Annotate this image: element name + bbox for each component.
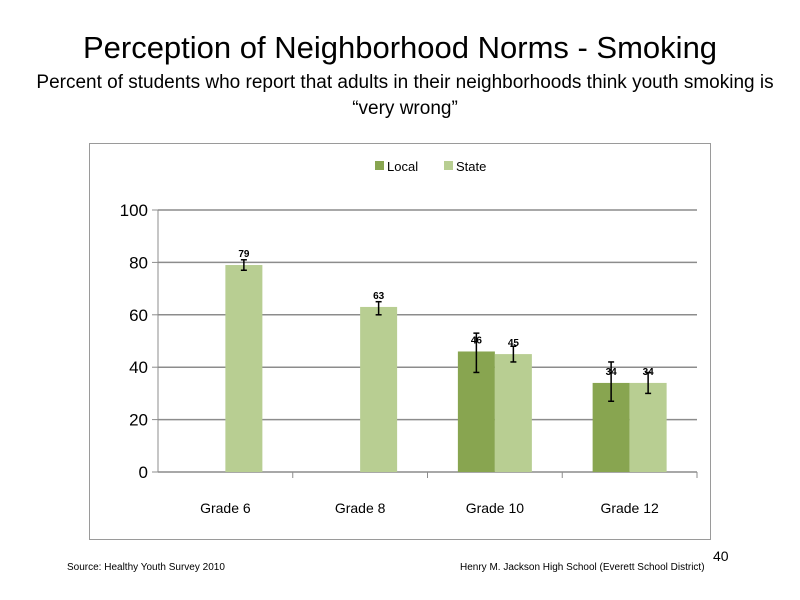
source-note: Source: Healthy Youth Survey 2010 <box>67 562 225 573</box>
legend-swatch-state <box>444 161 453 170</box>
legend-label-local: Local <box>387 159 418 174</box>
legend-label-state: State <box>456 159 486 174</box>
data-label: 45 <box>508 338 520 349</box>
y-tick-label: 80 <box>129 253 148 272</box>
legend-swatch-local <box>375 161 384 170</box>
bar-state <box>225 265 263 472</box>
school-note: Henry M. Jackson High School (Everett Sc… <box>460 562 705 573</box>
data-label: 34 <box>606 367 618 378</box>
x-tick-label: Grade 10 <box>466 500 525 516</box>
x-tick-label: Grade 8 <box>335 500 386 516</box>
page-number: 40 <box>713 548 729 564</box>
y-tick-label: 60 <box>129 306 148 325</box>
chart-frame <box>89 143 711 540</box>
bar-state <box>360 306 398 472</box>
y-tick-label: 20 <box>129 411 148 430</box>
data-label: 79 <box>238 249 250 260</box>
slide-title: Perception of Neighborhood Norms - Smoki… <box>82 30 718 65</box>
y-tick-label: 0 <box>139 463 148 482</box>
y-tick-label: 100 <box>120 201 148 220</box>
data-label: 63 <box>373 291 385 302</box>
x-tick-label: Grade 12 <box>600 500 659 516</box>
x-tick-label: Grade 6 <box>200 500 251 516</box>
y-tick-label: 40 <box>129 358 148 377</box>
bar-state <box>494 354 532 472</box>
bar-state <box>629 382 667 472</box>
slide-subtitle: Percent of students who report that adul… <box>36 72 774 119</box>
data-label: 46 <box>471 335 483 346</box>
data-label: 34 <box>643 367 655 378</box>
